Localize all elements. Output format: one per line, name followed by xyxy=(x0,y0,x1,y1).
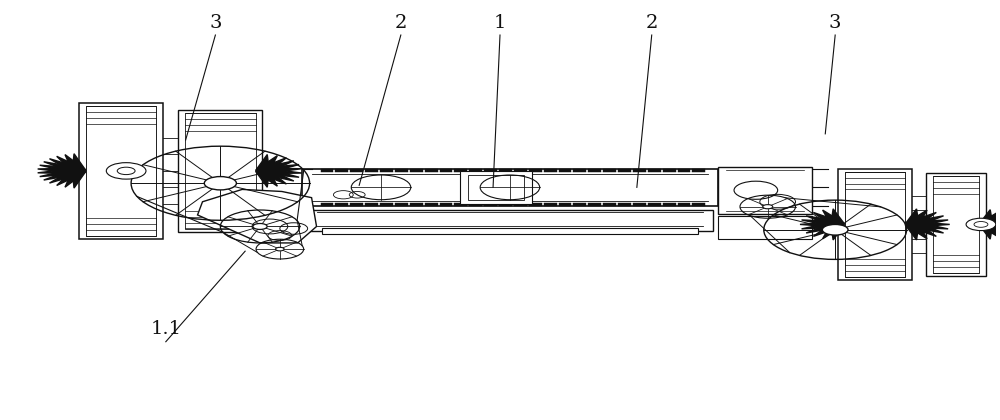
Polygon shape xyxy=(907,223,936,236)
Polygon shape xyxy=(256,156,277,172)
Polygon shape xyxy=(905,224,919,240)
Bar xyxy=(838,169,912,280)
Text: 3: 3 xyxy=(209,14,222,32)
Text: 3: 3 xyxy=(829,14,841,32)
Polygon shape xyxy=(57,156,85,173)
Polygon shape xyxy=(260,165,299,173)
Polygon shape xyxy=(57,169,85,186)
Polygon shape xyxy=(980,223,1000,238)
Bar xyxy=(718,216,812,239)
Circle shape xyxy=(763,205,773,209)
Polygon shape xyxy=(831,209,845,225)
Polygon shape xyxy=(802,220,840,227)
Bar xyxy=(178,110,262,231)
Polygon shape xyxy=(72,171,86,188)
Polygon shape xyxy=(980,211,1000,226)
Polygon shape xyxy=(256,155,269,171)
Polygon shape xyxy=(908,222,944,233)
Polygon shape xyxy=(984,220,1000,227)
Polygon shape xyxy=(981,223,1000,236)
Polygon shape xyxy=(38,168,80,174)
Polygon shape xyxy=(906,210,927,226)
Polygon shape xyxy=(823,223,844,239)
Polygon shape xyxy=(40,165,81,173)
Bar xyxy=(302,169,718,206)
Circle shape xyxy=(204,176,236,190)
Polygon shape xyxy=(982,222,1000,233)
Circle shape xyxy=(117,167,135,175)
Polygon shape xyxy=(44,162,83,173)
Polygon shape xyxy=(979,224,993,239)
Polygon shape xyxy=(257,158,286,173)
Polygon shape xyxy=(813,213,843,226)
Bar xyxy=(460,171,532,204)
Polygon shape xyxy=(806,222,841,233)
Polygon shape xyxy=(198,189,317,243)
Bar xyxy=(718,167,812,214)
Polygon shape xyxy=(72,154,86,171)
Polygon shape xyxy=(802,222,840,229)
Circle shape xyxy=(106,163,146,179)
Polygon shape xyxy=(986,221,1000,227)
Bar xyxy=(307,210,713,231)
Polygon shape xyxy=(262,168,302,174)
Bar xyxy=(185,113,256,229)
Polygon shape xyxy=(813,223,843,236)
Polygon shape xyxy=(905,209,919,225)
Polygon shape xyxy=(40,168,81,176)
Bar xyxy=(845,172,905,277)
Polygon shape xyxy=(981,213,1000,226)
Polygon shape xyxy=(258,161,294,173)
Polygon shape xyxy=(49,159,84,173)
Polygon shape xyxy=(44,168,83,180)
Circle shape xyxy=(276,247,284,251)
Polygon shape xyxy=(910,222,948,229)
Polygon shape xyxy=(979,210,993,225)
Bar xyxy=(86,106,156,236)
Polygon shape xyxy=(257,169,286,184)
Polygon shape xyxy=(907,213,936,226)
Bar xyxy=(79,103,163,239)
Polygon shape xyxy=(65,170,86,187)
Polygon shape xyxy=(910,220,948,227)
Text: 2: 2 xyxy=(395,14,407,32)
Bar xyxy=(933,176,979,273)
Polygon shape xyxy=(256,170,277,186)
Polygon shape xyxy=(906,223,927,239)
Text: 1.1: 1.1 xyxy=(150,320,181,339)
Bar xyxy=(468,175,524,200)
Polygon shape xyxy=(800,221,838,227)
Polygon shape xyxy=(260,168,299,177)
Bar xyxy=(322,228,698,234)
Polygon shape xyxy=(258,168,294,181)
Polygon shape xyxy=(982,216,1000,227)
Circle shape xyxy=(966,218,996,231)
Polygon shape xyxy=(984,222,1000,228)
Bar xyxy=(926,173,986,276)
Polygon shape xyxy=(823,210,844,226)
Polygon shape xyxy=(262,168,302,174)
Polygon shape xyxy=(806,216,841,227)
Circle shape xyxy=(822,224,848,235)
Polygon shape xyxy=(65,155,86,172)
Polygon shape xyxy=(831,224,845,240)
Polygon shape xyxy=(38,168,80,174)
Text: 1: 1 xyxy=(494,14,506,32)
Circle shape xyxy=(253,223,267,229)
Polygon shape xyxy=(256,171,269,187)
Text: 2: 2 xyxy=(646,14,658,32)
Polygon shape xyxy=(49,169,84,183)
Circle shape xyxy=(974,221,988,227)
Polygon shape xyxy=(908,216,944,227)
Polygon shape xyxy=(912,221,950,227)
